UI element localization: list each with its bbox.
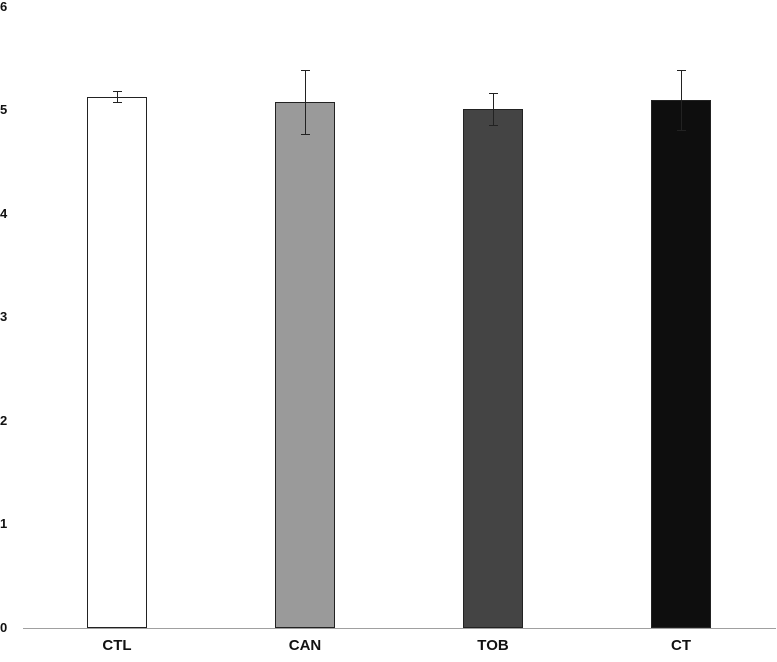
x-tick-can: CAN — [288, 637, 322, 654]
x-tick-ctl: CTL — [102, 637, 132, 654]
y-tick-4: 4 — [0, 206, 8, 221]
error-cap-top — [677, 69, 686, 71]
x-tick-tob: TOB — [477, 637, 509, 654]
error-cap-top — [489, 93, 498, 95]
y-tick-6: 6 — [0, 0, 8, 14]
error-cap-bottom — [301, 133, 310, 135]
y-tick-3: 3 — [0, 309, 8, 324]
y-tick-0: 0 — [0, 620, 8, 635]
error-bar-ctl — [117, 91, 118, 102]
x-axis-line — [23, 628, 776, 629]
x-tick-ct: CT — [671, 637, 691, 654]
error-bar-tob — [493, 93, 494, 125]
y-tick-5: 5 — [0, 102, 8, 117]
y-tick-1: 1 — [0, 516, 8, 531]
error-cap-bottom — [677, 129, 686, 131]
error-bar-ct — [681, 69, 682, 130]
bar-can — [275, 101, 335, 628]
error-bar-can — [305, 69, 306, 134]
error-cap-bottom — [113, 101, 122, 103]
error-cap-bottom — [489, 124, 498, 126]
y-tick-2: 2 — [0, 413, 8, 428]
bar-ctl — [87, 96, 147, 628]
bar-tob — [463, 108, 523, 628]
error-cap-top — [301, 69, 310, 71]
error-cap-top — [113, 91, 122, 93]
bar-ct — [651, 99, 711, 628]
